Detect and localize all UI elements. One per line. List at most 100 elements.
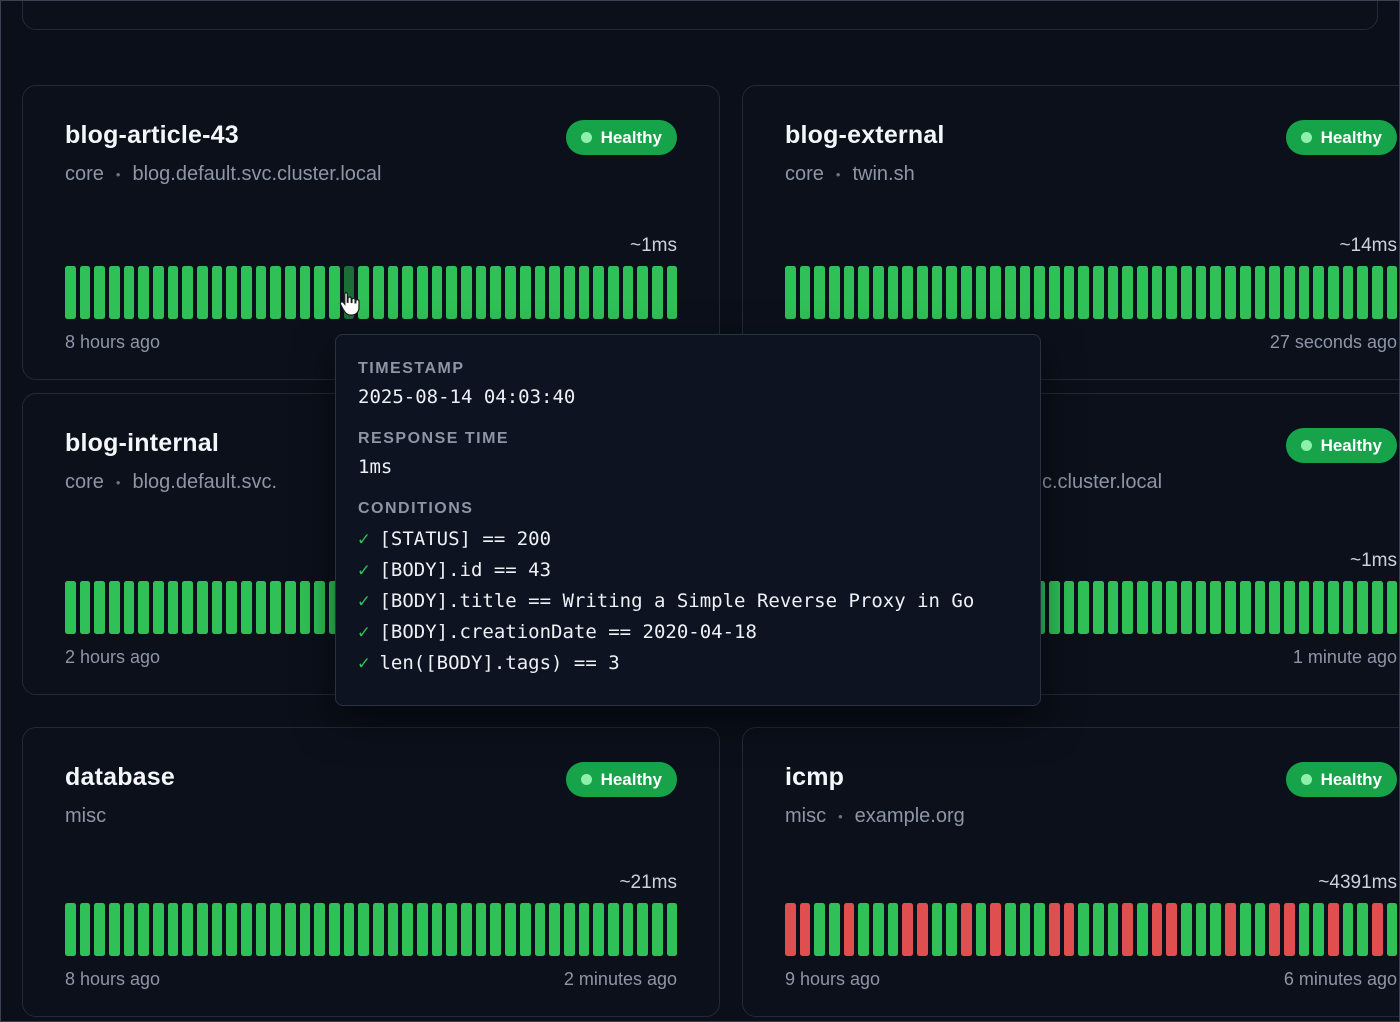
history-bar[interactable]	[578, 266, 590, 319]
history-bar[interactable]	[1049, 581, 1060, 634]
history-bar[interactable]	[79, 903, 91, 956]
history-bar[interactable]	[593, 903, 604, 956]
history-bar[interactable]	[829, 266, 840, 319]
history-bar[interactable]	[94, 581, 106, 634]
history-bar[interactable]	[1093, 266, 1104, 319]
history-bar[interactable]	[211, 903, 223, 956]
history-bar[interactable]	[1386, 266, 1398, 319]
history-bar[interactable]	[109, 266, 120, 319]
history-bar[interactable]	[314, 581, 326, 634]
history-bar[interactable]	[1239, 581, 1251, 634]
history-bar[interactable]	[887, 903, 899, 956]
history-bar[interactable]	[1151, 266, 1163, 319]
endpoint-card[interactable]: blog-article-43 core • blog.default.svc.…	[22, 85, 720, 380]
history-bar[interactable]	[1181, 903, 1192, 956]
history-bar[interactable]	[534, 903, 546, 956]
history-bar[interactable]	[946, 903, 958, 956]
history-bar[interactable]	[255, 581, 267, 634]
history-bar[interactable]	[593, 266, 604, 319]
history-bar[interactable]	[373, 903, 384, 956]
history-bar[interactable]	[373, 266, 384, 319]
history-bar[interactable]	[519, 266, 531, 319]
history-bar[interactable]	[1137, 266, 1148, 319]
history-bar[interactable]	[799, 903, 811, 956]
history-bar[interactable]	[902, 266, 914, 319]
history-bar[interactable]	[534, 266, 546, 319]
history-bar[interactable]	[1063, 903, 1075, 956]
history-bar[interactable]	[961, 266, 972, 319]
history-bar[interactable]	[1093, 903, 1104, 956]
history-bar[interactable]	[785, 903, 796, 956]
history-bar[interactable]	[402, 266, 414, 319]
history-bar[interactable]	[255, 266, 267, 319]
endpoint-card-partial[interactable]	[22, 0, 1378, 30]
history-bar[interactable]	[917, 903, 928, 956]
history-bar[interactable]	[1063, 266, 1075, 319]
history-bar[interactable]	[1019, 266, 1031, 319]
history-bar[interactable]	[123, 581, 135, 634]
history-bar[interactable]	[1063, 581, 1075, 634]
history-bar[interactable]	[666, 266, 678, 319]
history-bar[interactable]	[1342, 581, 1354, 634]
history-bar[interactable]	[343, 266, 355, 319]
history-bar[interactable]	[1298, 581, 1310, 634]
history-bar[interactable]	[138, 266, 150, 319]
history-bar[interactable]	[607, 903, 619, 956]
history-bar[interactable]	[622, 903, 634, 956]
history-bar[interactable]	[1181, 581, 1192, 634]
history-bar[interactable]	[990, 903, 1002, 956]
history-bar[interactable]	[1107, 266, 1119, 319]
history-bar[interactable]	[858, 903, 870, 956]
history-bar[interactable]	[1151, 903, 1163, 956]
history-bar[interactable]	[197, 266, 208, 319]
history-bar[interactable]	[138, 581, 150, 634]
history-bar[interactable]	[475, 903, 487, 956]
history-bar[interactable]	[1122, 581, 1134, 634]
history-bar[interactable]	[1371, 581, 1383, 634]
history-bar[interactable]	[1225, 266, 1236, 319]
history-bar[interactable]	[285, 903, 296, 956]
history-bar[interactable]	[402, 903, 414, 956]
history-bar[interactable]	[226, 581, 238, 634]
history-bar[interactable]	[1166, 903, 1178, 956]
history-bar[interactable]	[1342, 903, 1354, 956]
endpoint-card[interactable]: blog-external core • twin.sh Healthy ~14…	[742, 85, 1400, 380]
endpoint-card[interactable]: database misc Healthy ~21ms 8 hours ago …	[22, 727, 720, 1017]
history-bar[interactable]	[1357, 903, 1368, 956]
history-bar[interactable]	[1239, 903, 1251, 956]
history-bar[interactable]	[1122, 903, 1134, 956]
history-bar[interactable]	[65, 266, 76, 319]
history-bar[interactable]	[1210, 903, 1222, 956]
history-bar[interactable]	[197, 581, 208, 634]
history-bar[interactable]	[94, 903, 106, 956]
history-bar[interactable]	[1327, 266, 1339, 319]
history-bar[interactable]	[197, 903, 208, 956]
history-bar[interactable]	[1283, 581, 1295, 634]
history-bar[interactable]	[1107, 903, 1119, 956]
history-bar[interactable]	[226, 266, 238, 319]
history-bar[interactable]	[1093, 581, 1104, 634]
history-bar[interactable]	[1254, 266, 1266, 319]
history-bar[interactable]	[329, 903, 340, 956]
history-bar[interactable]	[829, 903, 840, 956]
history-bar[interactable]	[461, 266, 472, 319]
history-bar[interactable]	[1005, 903, 1016, 956]
history-bar[interactable]	[843, 903, 855, 956]
history-bar[interactable]	[917, 266, 928, 319]
endpoint-card[interactable]: icmp misc • example.org Healthy ~4391ms …	[742, 727, 1400, 1017]
history-bar[interactable]	[79, 581, 91, 634]
history-bar[interactable]	[182, 581, 194, 634]
history-bar[interactable]	[79, 266, 91, 319]
history-bar[interactable]	[299, 266, 311, 319]
history-bar[interactable]	[431, 903, 443, 956]
history-bar[interactable]	[153, 581, 164, 634]
history-bar[interactable]	[931, 266, 943, 319]
history-bar[interactable]	[1195, 581, 1207, 634]
history-bar[interactable]	[1327, 903, 1339, 956]
history-bar[interactable]	[873, 266, 884, 319]
history-bar[interactable]	[1283, 266, 1295, 319]
history-bar[interactable]	[285, 581, 296, 634]
history-bar[interactable]	[563, 903, 575, 956]
history-bar[interactable]	[241, 266, 252, 319]
history-bar[interactable]	[1078, 581, 1090, 634]
